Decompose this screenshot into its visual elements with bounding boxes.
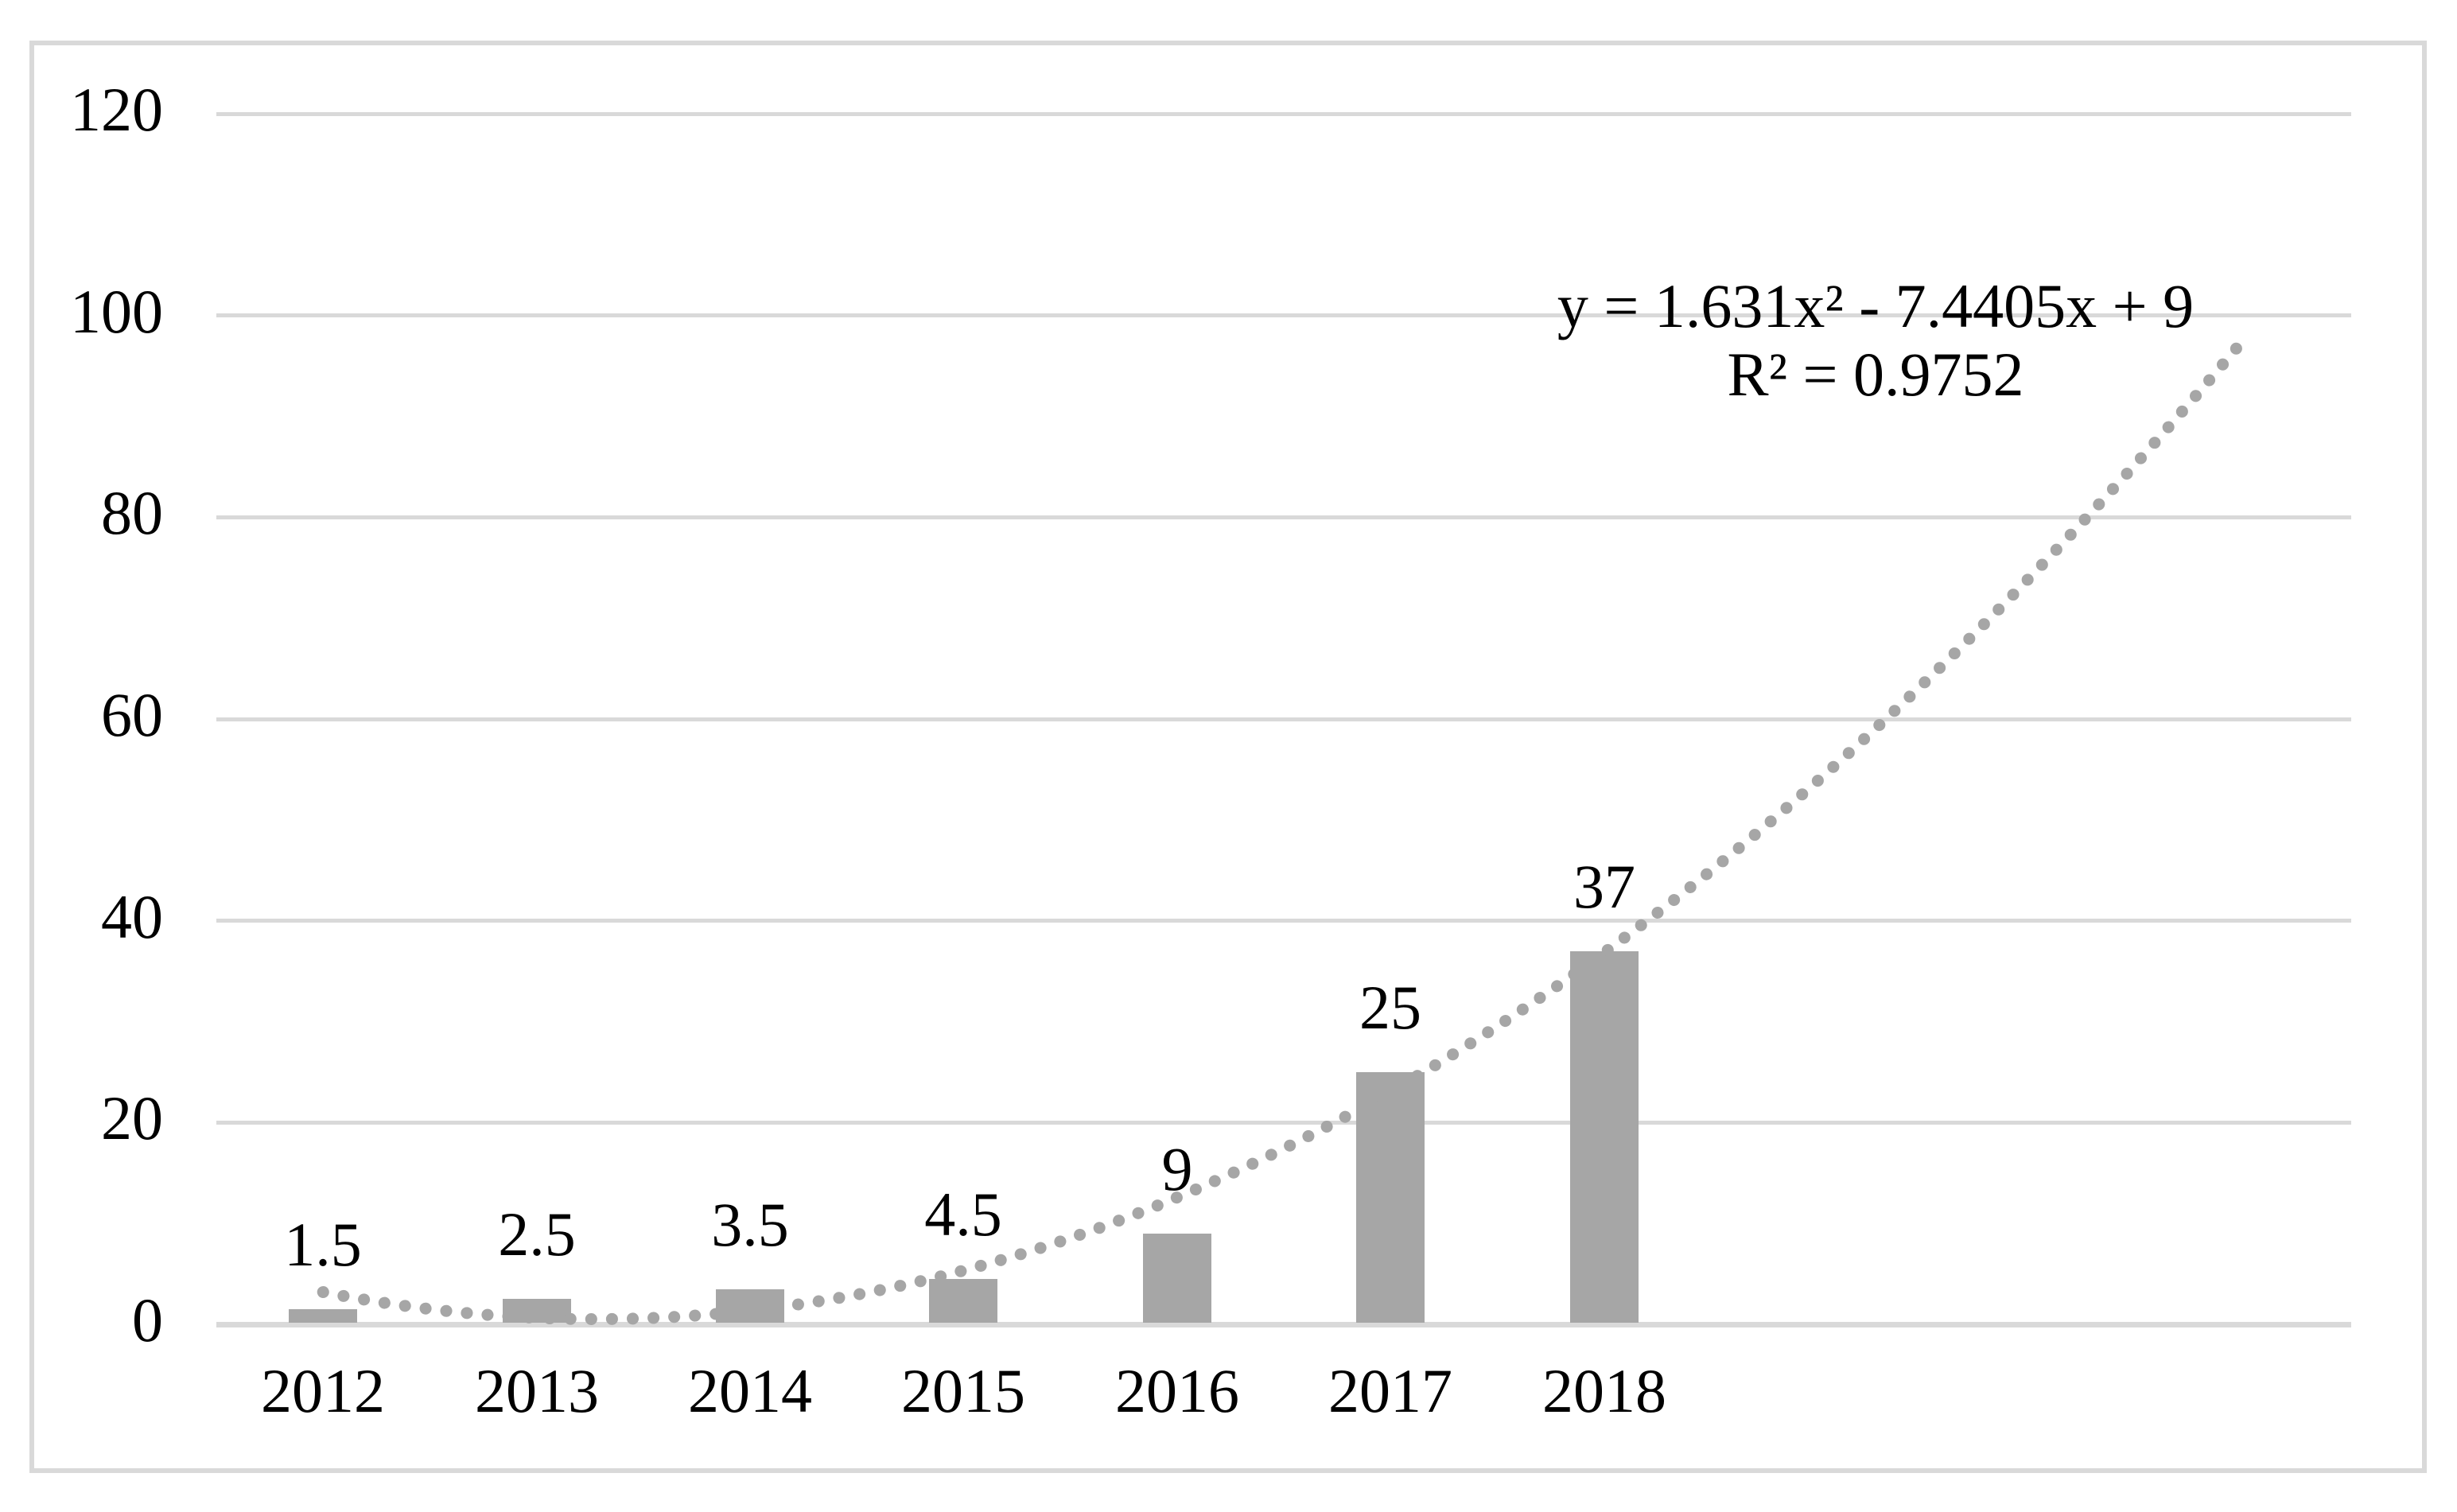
bar-2012 (289, 1309, 357, 1323)
y-axis-tick-label: 60 (101, 680, 163, 749)
y-axis-tick-label: 80 (101, 478, 163, 547)
bar-value-label-2017: 25 (1359, 973, 1421, 1042)
bar-value-label-2013: 2.5 (498, 1199, 576, 1269)
gridline-y20 (216, 1121, 2351, 1125)
bar-value-label-2018: 37 (1573, 852, 1635, 921)
x-axis-tick-label-2014: 2014 (688, 1356, 812, 1425)
y-axis-tick-label: 0 (132, 1285, 163, 1355)
x-axis-tick-label-2012: 2012 (261, 1356, 385, 1425)
bar-2017 (1356, 1072, 1425, 1323)
bar-value-label-2016: 9 (1161, 1134, 1193, 1203)
y-axis-tick-label: 120 (70, 75, 163, 144)
trendline-path (317, 332, 2251, 1325)
bar-value-label-2014: 3.5 (711, 1190, 789, 1259)
y-axis-tick-label: 100 (70, 277, 163, 346)
x-axis-tick-label-2013: 2013 (475, 1356, 599, 1425)
bar-2016 (1143, 1234, 1211, 1323)
gridline-y80 (216, 515, 2351, 519)
trendline-equation-line1: y = 1.631x² - 7.4405x + 9 (1557, 271, 2195, 340)
bar-2018 (1570, 951, 1639, 1323)
gridline-y120 (216, 112, 2351, 116)
r-squared-label: R² = 0.9752 (1727, 340, 2024, 409)
y-axis-tick-label: 20 (101, 1083, 163, 1152)
gridline-y60 (216, 717, 2351, 721)
chart-border (29, 41, 2427, 1473)
x-axis-tick-label-2015: 2015 (901, 1356, 1025, 1425)
bar-2015 (929, 1279, 997, 1323)
bar-value-label-2015: 4.5 (924, 1180, 1002, 1249)
trendline-equation: y = 1.631x² - 7.4405x + 9 R² = 0.9752 (1557, 272, 2194, 409)
gridline-y100 (216, 313, 2351, 317)
gridline-y40 (216, 919, 2351, 923)
x-axis-tick-label-2016: 2016 (1115, 1356, 1239, 1425)
x-axis-tick-label-2018: 2018 (1542, 1356, 1666, 1425)
x-axis-tick-label-2017: 2017 (1328, 1356, 1452, 1425)
x-axis-line (216, 1322, 2351, 1327)
y-axis-tick-label: 40 (101, 882, 163, 951)
bar-2013 (503, 1299, 571, 1323)
bar-value-label-2012: 1.5 (284, 1210, 362, 1279)
